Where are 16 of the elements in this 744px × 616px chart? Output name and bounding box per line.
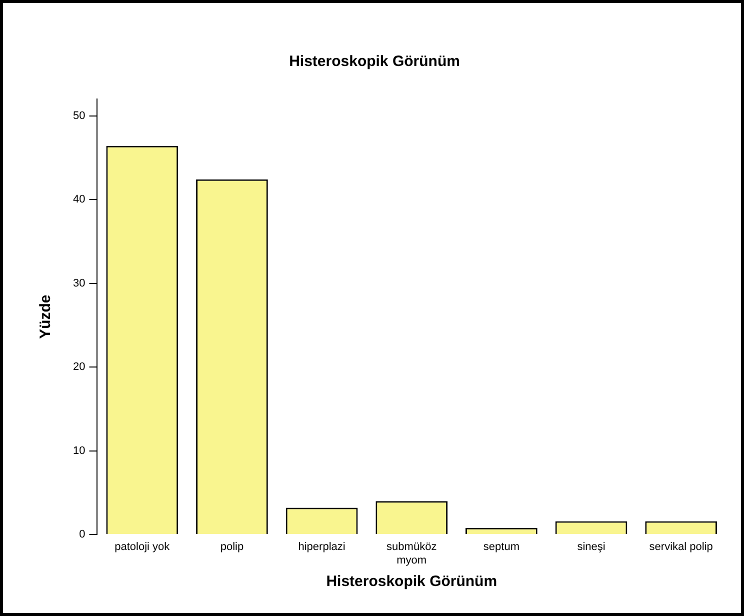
x-tick-label: submüköz myom: [386, 541, 437, 566]
y-tick-label: 20: [72, 361, 86, 374]
chart-title: Histeroskopik Görünüm: [289, 53, 460, 70]
x-tick-label: servikal polip: [649, 541, 713, 554]
y-tick-label: 40: [72, 194, 86, 206]
x-tick-label: septum: [483, 541, 520, 554]
x-tick-label: sineşi: [577, 541, 606, 554]
x-tick-label: hiperplazi: [298, 541, 346, 554]
y-tick-label: 30: [72, 277, 86, 290]
y-tick-label: 50: [72, 110, 86, 122]
x-tick-label: patoloji yok: [114, 541, 170, 554]
x-tick-label: polip: [220, 541, 244, 554]
y-axis-title: Yüzde: [37, 294, 54, 339]
x-axis-title: Histeroskopik Görünüm: [326, 573, 498, 590]
y-tick-label: 0: [79, 528, 86, 541]
y-tick-label: 10: [72, 444, 86, 457]
